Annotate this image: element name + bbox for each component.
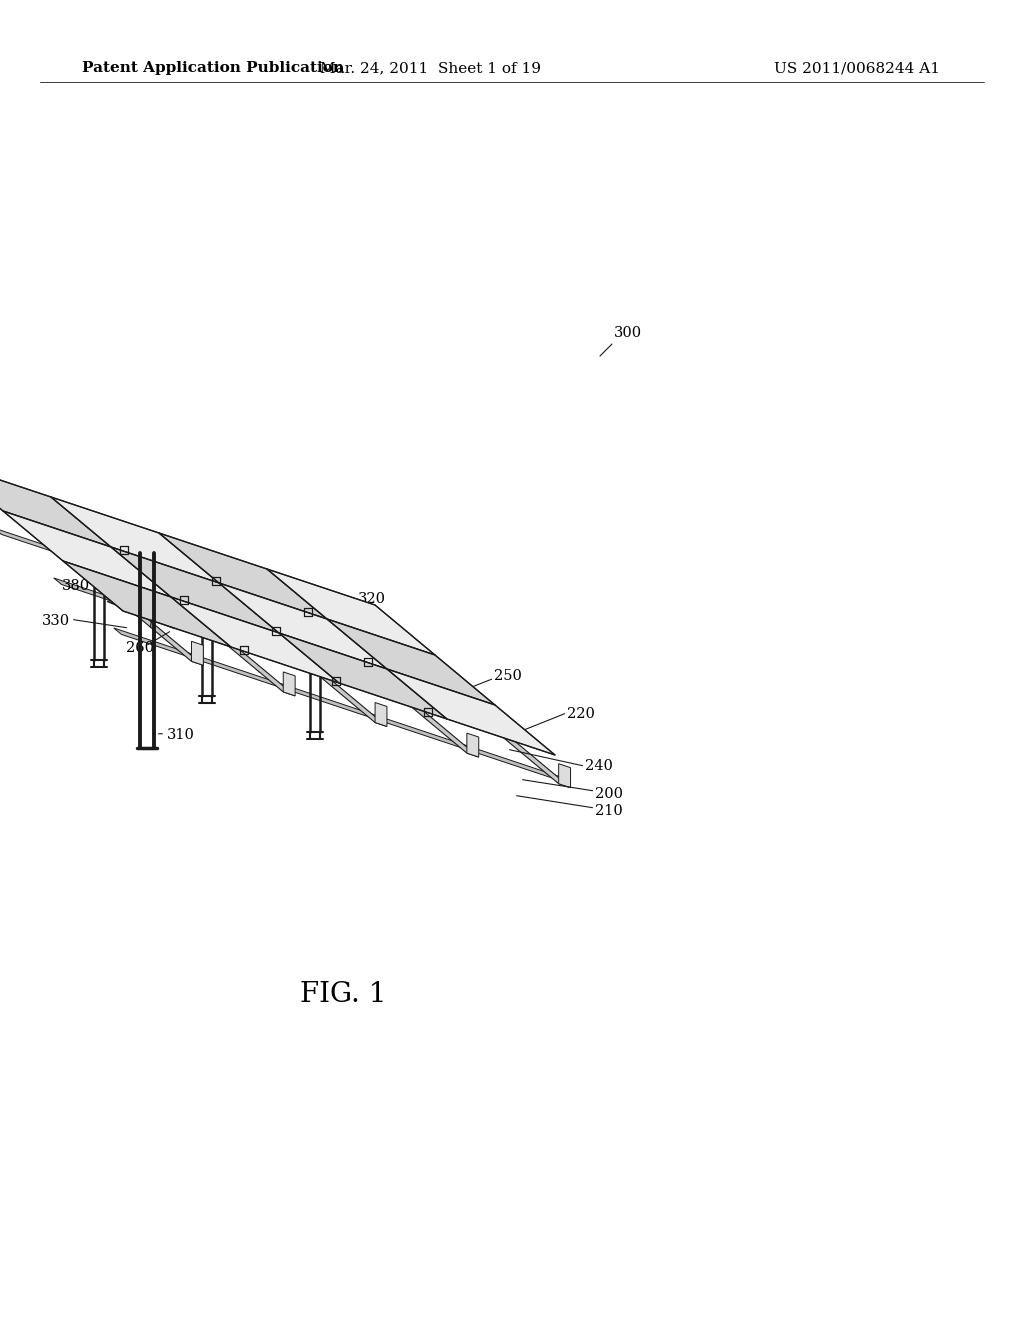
Polygon shape (267, 569, 435, 655)
Text: 250: 250 (494, 669, 521, 684)
Text: 210: 210 (595, 804, 623, 817)
Text: Mar. 24, 2011  Sheet 1 of 19: Mar. 24, 2011 Sheet 1 of 19 (319, 61, 541, 75)
Polygon shape (76, 519, 295, 696)
Text: 380: 380 (62, 579, 90, 593)
Text: 100: 100 (317, 634, 345, 648)
Text: α: α (210, 611, 220, 624)
Polygon shape (114, 628, 569, 784)
Polygon shape (168, 550, 387, 726)
Text: 310: 310 (167, 729, 195, 742)
Text: 250: 250 (218, 622, 246, 635)
Polygon shape (171, 597, 339, 682)
Polygon shape (63, 561, 231, 647)
Text: 260: 260 (126, 640, 154, 655)
Text: 240: 240 (585, 759, 612, 772)
Polygon shape (191, 642, 204, 665)
Polygon shape (53, 578, 510, 734)
Polygon shape (351, 611, 570, 788)
Polygon shape (111, 546, 279, 634)
Polygon shape (219, 583, 387, 669)
Polygon shape (279, 634, 447, 719)
Polygon shape (327, 619, 495, 705)
Text: 320: 320 (358, 593, 386, 606)
Polygon shape (559, 764, 570, 788)
Polygon shape (387, 669, 555, 755)
Text: 220: 220 (566, 706, 595, 721)
Polygon shape (260, 581, 479, 758)
Polygon shape (0, 478, 390, 634)
Text: Patent Application Publication: Patent Application Publication (82, 61, 344, 75)
Polygon shape (0, 488, 204, 665)
Text: US 2011/0068244 A1: US 2011/0068244 A1 (774, 61, 940, 75)
Polygon shape (3, 511, 171, 597)
Polygon shape (375, 702, 387, 726)
Polygon shape (159, 533, 327, 619)
Polygon shape (0, 461, 111, 546)
Polygon shape (0, 528, 450, 684)
Text: FIG. 1: FIG. 1 (300, 982, 386, 1008)
Polygon shape (284, 672, 295, 696)
Text: 340: 340 (329, 627, 357, 642)
Polygon shape (51, 498, 219, 583)
Text: 300: 300 (614, 326, 642, 341)
Polygon shape (467, 733, 479, 758)
Text: 330: 330 (42, 614, 70, 628)
Text: 200: 200 (595, 787, 623, 801)
